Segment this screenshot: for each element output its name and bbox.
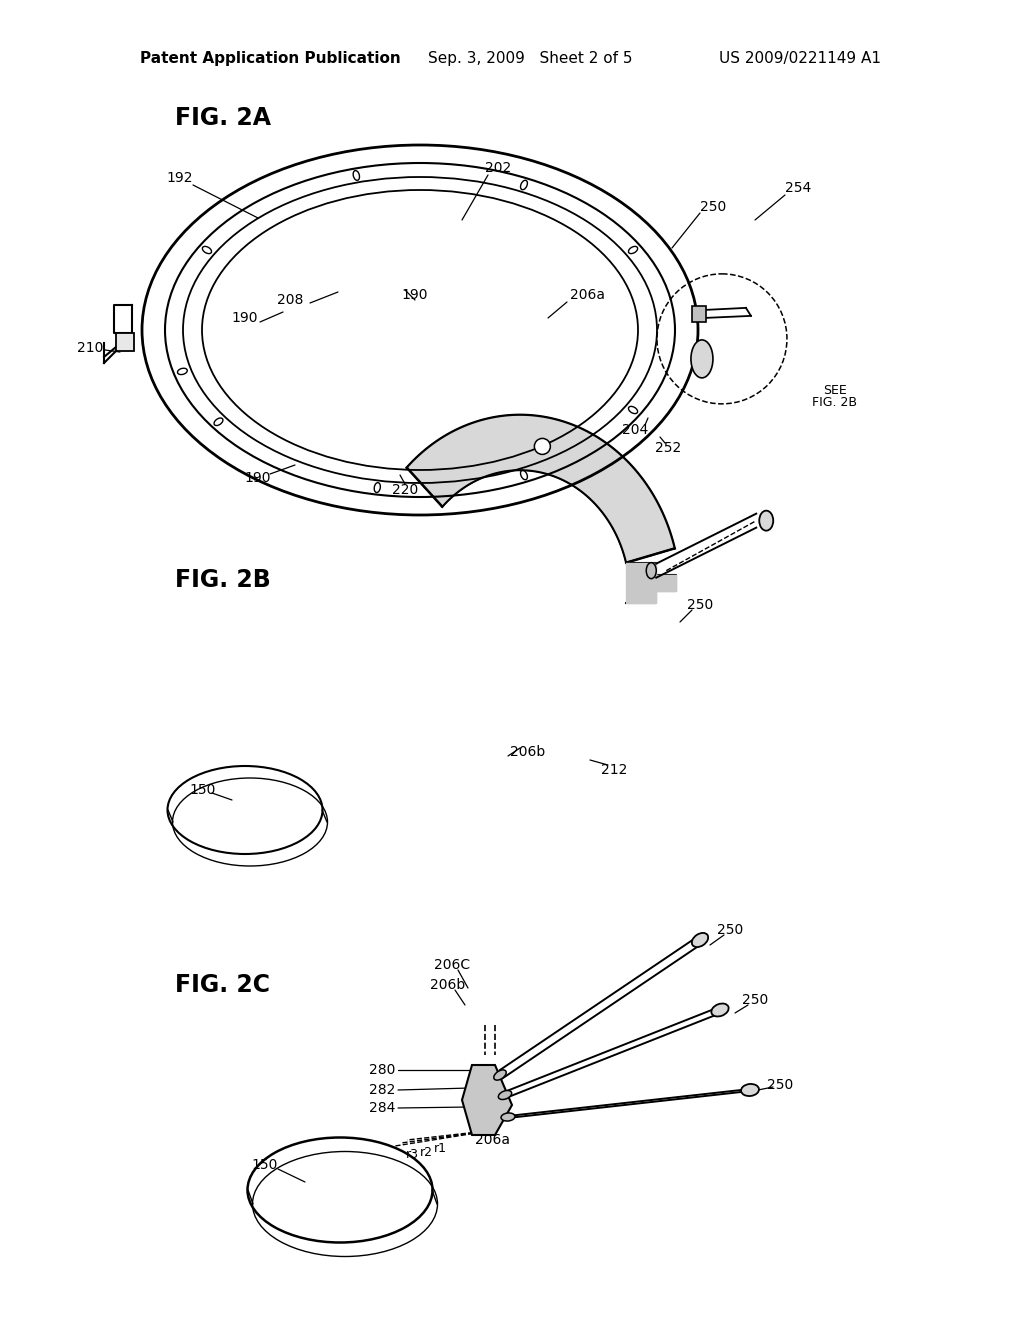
Text: FIG. 2B: FIG. 2B	[812, 396, 857, 409]
Text: 206a: 206a	[570, 288, 605, 302]
Text: 190: 190	[401, 288, 428, 302]
Text: 150: 150	[189, 783, 216, 797]
Ellipse shape	[499, 1090, 512, 1100]
Text: 250: 250	[687, 598, 713, 612]
Text: 254: 254	[784, 181, 811, 195]
Text: US 2009/0221149 A1: US 2009/0221149 A1	[719, 50, 881, 66]
Circle shape	[535, 438, 550, 454]
Text: SEE: SEE	[823, 384, 847, 396]
Polygon shape	[462, 1065, 512, 1135]
Text: r1: r1	[433, 1142, 446, 1155]
Text: FIG. 2A: FIG. 2A	[175, 106, 271, 129]
Text: 190: 190	[231, 312, 258, 325]
Ellipse shape	[759, 511, 773, 531]
Text: 212: 212	[601, 763, 627, 777]
Polygon shape	[407, 414, 675, 562]
Text: 190: 190	[245, 471, 271, 484]
Ellipse shape	[741, 1084, 759, 1096]
FancyBboxPatch shape	[692, 306, 706, 322]
Text: 250: 250	[767, 1078, 794, 1092]
Text: Sep. 3, 2009   Sheet 2 of 5: Sep. 3, 2009 Sheet 2 of 5	[428, 50, 632, 66]
Text: Patent Application Publication: Patent Application Publication	[139, 50, 400, 66]
Polygon shape	[627, 562, 676, 603]
Ellipse shape	[646, 562, 656, 578]
Text: 250: 250	[699, 201, 726, 214]
Text: 250: 250	[741, 993, 768, 1007]
FancyBboxPatch shape	[116, 333, 134, 351]
Text: 284: 284	[369, 1101, 395, 1115]
Text: 210: 210	[77, 341, 103, 355]
Text: 202: 202	[485, 161, 511, 176]
Ellipse shape	[712, 1003, 729, 1016]
Text: r3: r3	[406, 1148, 419, 1162]
Text: 192: 192	[167, 172, 194, 185]
Text: 206b: 206b	[510, 744, 545, 759]
Ellipse shape	[494, 1071, 506, 1080]
Text: 280: 280	[369, 1063, 395, 1077]
Text: r2: r2	[420, 1146, 432, 1159]
Text: 150: 150	[252, 1158, 279, 1172]
Text: 206C: 206C	[434, 958, 470, 972]
Text: 220: 220	[392, 483, 418, 498]
Text: 282: 282	[369, 1082, 395, 1097]
Text: 204: 204	[622, 422, 648, 437]
Ellipse shape	[691, 339, 713, 378]
Text: 252: 252	[655, 441, 681, 455]
Text: FIG. 2B: FIG. 2B	[175, 568, 270, 591]
Text: FIG. 2C: FIG. 2C	[175, 973, 270, 997]
Text: 206b: 206b	[430, 978, 466, 993]
Ellipse shape	[501, 1113, 515, 1121]
Ellipse shape	[692, 933, 709, 946]
Text: 206a: 206a	[474, 1133, 510, 1147]
Text: 250: 250	[717, 923, 743, 937]
Text: 208: 208	[276, 293, 303, 308]
